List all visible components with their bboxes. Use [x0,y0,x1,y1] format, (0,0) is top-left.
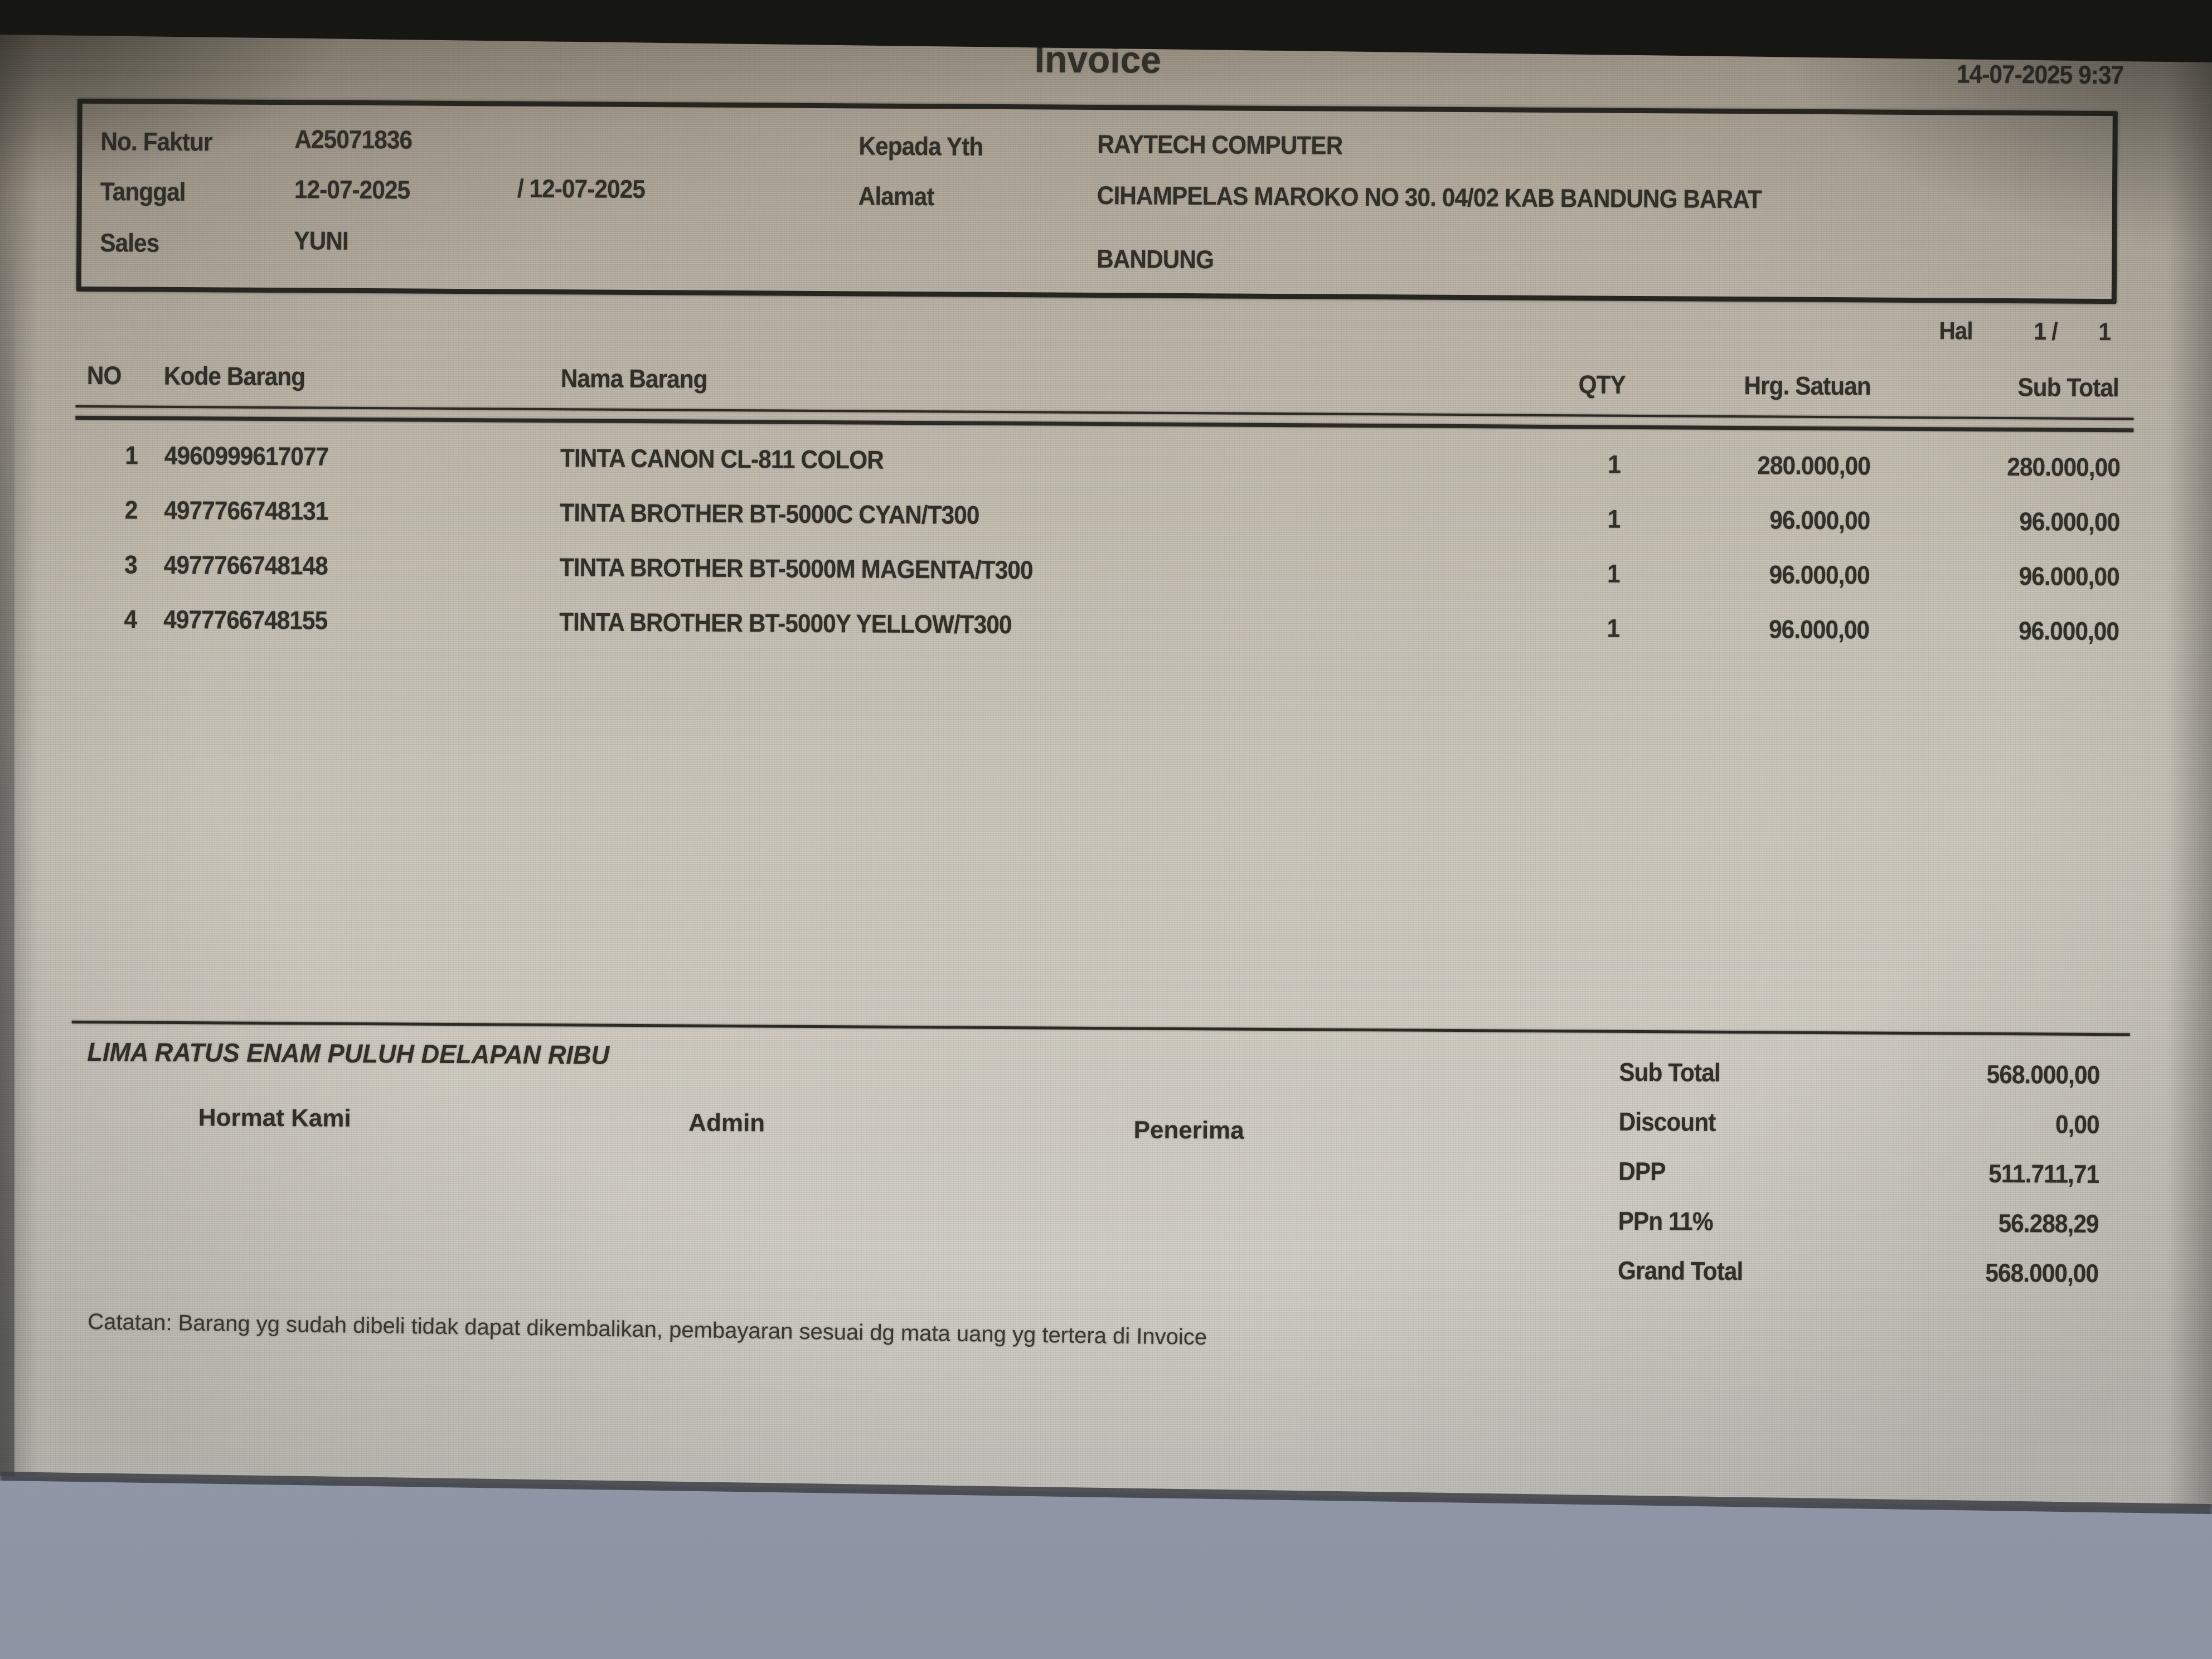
alamat-value-line1: CIHAMPELAS MAROKO NO 30. 04/02 KAB BANDU… [1097,181,1762,214]
row-no: 2 [124,495,138,525]
row-kode: 4977766748155 [163,604,328,635]
row-sub-total: 96.000,00 [2019,507,2120,537]
page-current: 1 / [2034,318,2058,346]
row-hrg: 96.000,00 [1769,505,1870,535]
no-faktur-label: No. Faktur [100,127,212,157]
row-qty: 1 [1607,559,1620,588]
signature-hormat-kami: Hormat Kami [198,1104,351,1132]
tanggal-due-value: / 12-07-2025 [517,173,646,204]
discount-value: 0,00 [2055,1109,2099,1139]
totals-divider-line [71,1020,2130,1036]
row-kode: 4977766748148 [163,550,328,580]
row-nama: TINTA BROTHER BT-5000C CYAN/T300 [560,498,979,530]
row-nama: TINTA CANON CL-811 COLOR [560,443,884,474]
table-row: 2 4977766748131 TINTA BROTHER BT-5000C C… [0,494,2209,546]
row-kode: 4977766748131 [164,495,328,526]
sub-total-value: 568.000,00 [1986,1059,2100,1090]
tanggal-value: 12-07-2025 [294,174,410,205]
no-faktur-value: A25071836 [294,124,413,154]
table-row: 3 4977766748148 TINTA BROTHER BT-5000M M… [0,549,2209,601]
row-sub-total: 96.000,00 [2018,616,2119,646]
row-qty: 1 [1608,449,1621,479]
row-hrg: 96.000,00 [1769,614,1870,644]
footer-note: Catatan: Barang yg sudah dibeli tidak da… [88,1309,1207,1350]
row-hrg: 96.000,00 [1769,560,1870,590]
signature-penerima: Penerima [1133,1116,1244,1144]
row-no: 1 [125,440,138,470]
row-sub-total: 280.000,00 [2007,452,2121,482]
print-datetime: 14-07-2025 9:37 [1956,59,2124,90]
sales-label: Sales [100,228,159,258]
page-label: Hal [1939,317,1973,345]
alamat-value-line2: BANDUNG [1097,244,1214,274]
ppn-label: PPn 11% [1618,1206,1713,1236]
row-no: 4 [124,604,137,634]
column-header-hrg-satuan: Hrg. Satuan [1744,371,1871,401]
column-header-nama: Nama Barang [560,363,707,394]
column-header-sub-total: Sub Total [2017,372,2119,402]
page-total: 1 [2098,318,2111,346]
signature-admin: Admin [688,1109,765,1137]
row-no: 3 [124,550,137,579]
row-kode: 4960999617077 [164,440,329,471]
row-qty: 1 [1607,504,1621,533]
sub-total-label: Sub Total [1619,1057,1720,1087]
dpp-label: DPP [1618,1156,1666,1186]
sales-value: YUNI [294,226,348,255]
row-hrg: 280.000,00 [1757,450,1871,481]
header-divider-line-2 [75,415,2134,433]
grand-total-label: Grand Total [1617,1255,1743,1286]
grand-total-value: 568.000,00 [1985,1258,2099,1288]
invoice-info-box: No. Faktur A25071836 Tanggal 12-07-2025 … [76,98,2118,304]
kepada-label: Kepada Yth [858,131,983,161]
dpp-value: 511.711,71 [1988,1158,2099,1189]
tanggal-label: Tanggal [100,177,186,207]
table-row: 4 4977766748155 TINTA BROTHER BT-5000Y Y… [0,603,2208,656]
column-header-no: NO [86,360,122,390]
alamat-label: Alamat [858,181,934,211]
amount-in-words: LIMA RATUS ENAM PULUH DELAPAN RIBU [87,1036,610,1070]
row-qty: 1 [1607,613,1620,643]
ppn-value: 56.288,29 [1998,1208,2099,1239]
column-header-kode: Kode Barang [163,361,305,391]
row-nama: TINTA BROTHER BT-5000Y YELLOW/T300 [559,607,1012,639]
kepada-value: RAYTECH COMPUTER [1097,129,1343,160]
table-row: 1 4960999617077 TINTA CANON CL-811 COLOR… [0,439,2209,492]
row-nama: TINTA BROTHER BT-5000M MAGENTA/T300 [559,552,1033,585]
column-header-qty: QTY [1578,370,1626,399]
discount-label: Discount [1618,1107,1716,1137]
invoice-title: Invoice [1034,38,1162,81]
row-sub-total: 96.000,00 [2019,561,2119,591]
